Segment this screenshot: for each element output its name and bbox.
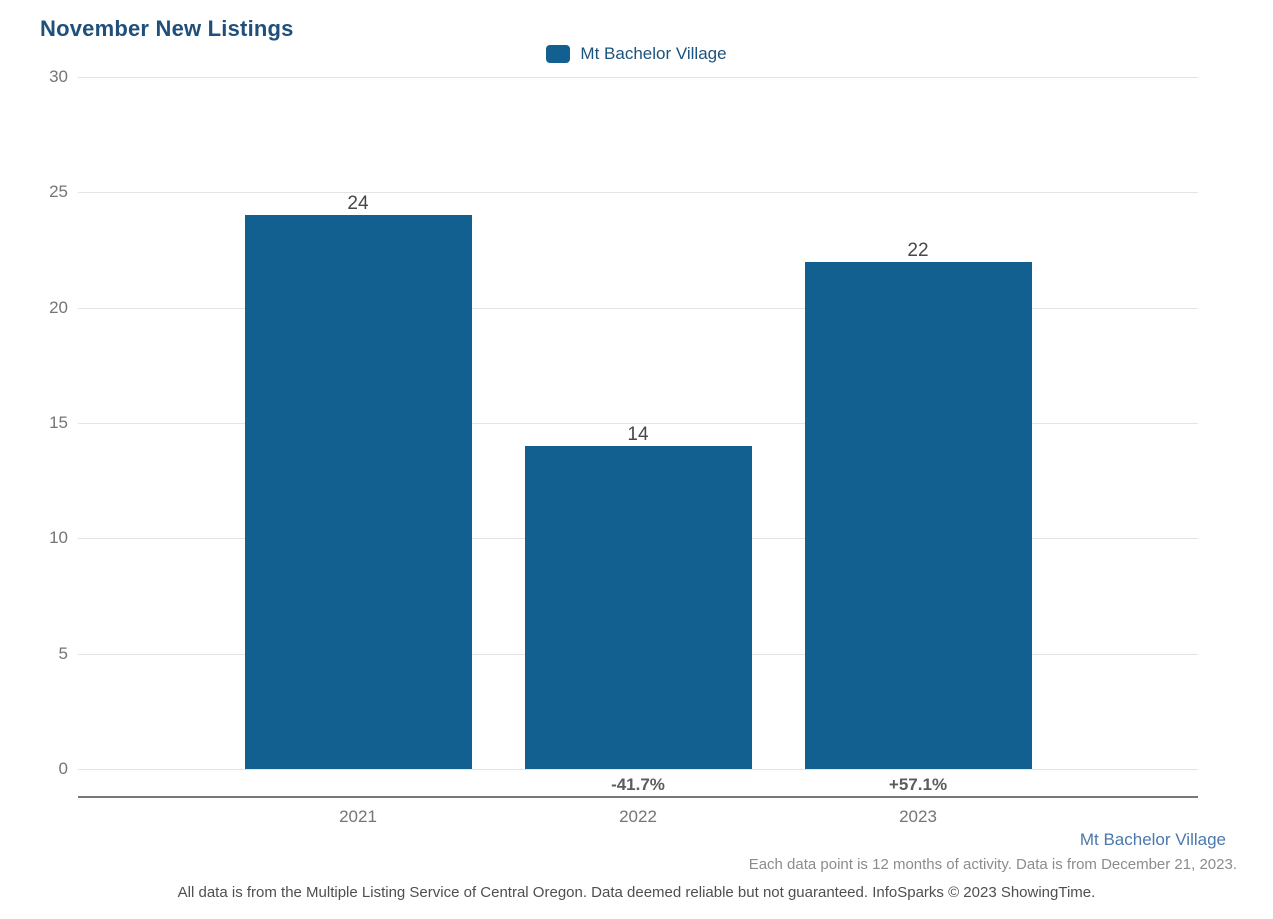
pct-change-label-2023: +57.1%	[888, 775, 948, 794]
bar-2023[interactable]	[804, 261, 1032, 769]
y-axis-tick-label: 10	[49, 528, 68, 548]
gridline-y-15	[78, 423, 1198, 424]
legend-swatch-square	[546, 45, 571, 63]
gridline-y-20	[78, 307, 1198, 309]
bar-value-label-2022: 14	[619, 424, 657, 447]
x-axis-tick-label-2023: 2023	[899, 807, 937, 826]
y-axis-tick-label: 30	[49, 67, 68, 86]
y-axis-tick-label: 0	[58, 759, 68, 778]
y-axis-tick-label: 5	[58, 643, 68, 663]
y-axis-tick-label: 20	[49, 297, 68, 317]
legend[interactable]: Mt Bachelor Village	[0, 44, 1273, 64]
legend-series-label: Mt Bachelor Village	[580, 44, 727, 63]
gridline-y-30	[78, 77, 1198, 78]
y-axis-tick-label: 25	[49, 182, 68, 202]
footer-data-note: Each data point is 12 months of activity…	[748, 856, 1237, 873]
bar-2021[interactable]	[244, 215, 472, 769]
bar-value-label-2021: 24	[339, 193, 377, 216]
x-axis-line	[78, 796, 1198, 798]
y-axis-tick-label: 15	[49, 413, 68, 432]
bar-2022[interactable]	[524, 446, 752, 769]
gridline-y-0	[78, 769, 1198, 770]
gridline-y-25	[78, 192, 1198, 194]
x-axis-tick-label-2021: 2021	[339, 807, 377, 826]
footer-series-link[interactable]: Mt Bachelor Village	[1079, 830, 1226, 849]
footer-disclaimer: All data is from the Multiple Listing Se…	[177, 884, 1096, 901]
chart-title: November New Listings	[40, 16, 294, 41]
pct-change-label-2022: -41.7%	[611, 775, 665, 794]
bar-value-label-2023: 22	[899, 239, 937, 262]
x-axis-tick-label-2022: 2022	[619, 807, 657, 826]
